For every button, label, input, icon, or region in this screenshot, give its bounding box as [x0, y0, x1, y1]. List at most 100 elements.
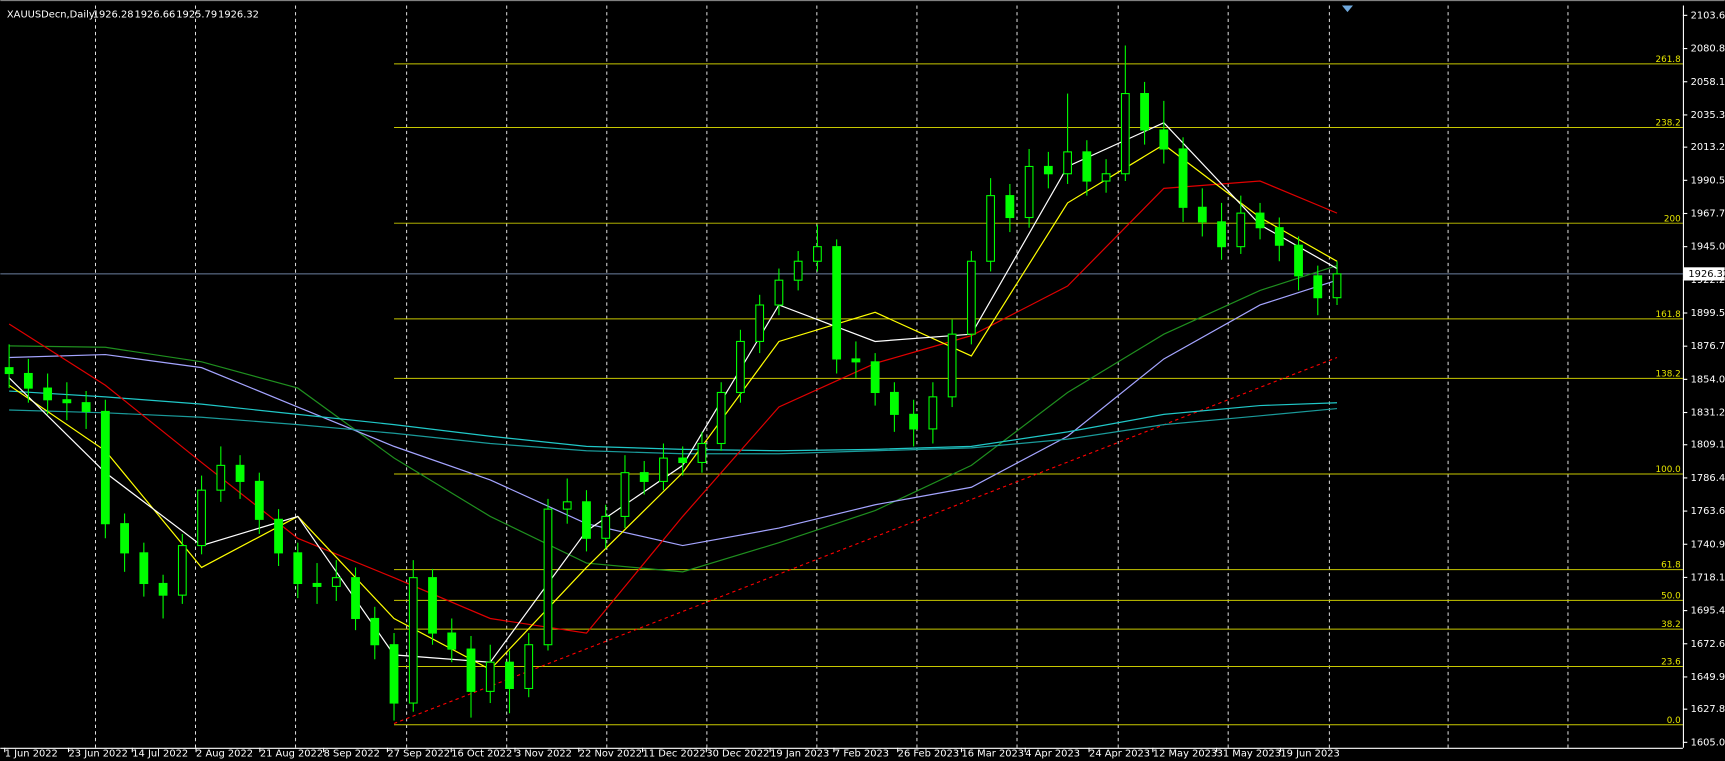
x-tick-label: 31 May 2023: [1217, 748, 1281, 759]
symbol-label: XAUUSDecn,Daily: [7, 9, 95, 20]
y-tick-label: 1945.00: [1691, 242, 1725, 253]
candle-body: [447, 632, 457, 650]
candle-body: [1082, 151, 1092, 182]
y-tick-label: 1605.05: [1691, 737, 1725, 748]
x-tick-label: 23 Jun 2022: [69, 748, 128, 759]
candle-body: [370, 617, 380, 646]
x-tick-label: 3 Nov 2022: [515, 748, 572, 759]
candle-body: [139, 552, 149, 585]
header-value: 1926.66: [134, 9, 175, 20]
shift-marker: [1341, 5, 1353, 13]
candle-body: [1332, 273, 1342, 299]
candle-body: [832, 246, 842, 360]
candle-body: [1197, 206, 1207, 223]
candle-body: [1217, 221, 1226, 248]
x-tick-label: 8 Sep 2022: [324, 748, 380, 759]
y-tick-label: 1809.15: [1691, 440, 1725, 451]
candle-body: [793, 260, 803, 281]
current-price-label: 1926.32: [1688, 269, 1725, 280]
fibo-label: 238.2: [1656, 119, 1681, 129]
candle-body: [254, 480, 264, 520]
candle-body: [1159, 129, 1169, 150]
x-tick-label: 14 Jul 2022: [132, 748, 188, 759]
candle-body: [813, 246, 822, 262]
candle-body: [1043, 165, 1053, 175]
candle-body: [986, 195, 996, 262]
candle-body: [23, 372, 33, 389]
candle-body: [889, 391, 899, 415]
x-tick-label: 12 May 2023: [1153, 748, 1217, 759]
x-tick-label: 26 Feb 2023: [898, 748, 959, 759]
candle-body: [1024, 165, 1034, 219]
y-tick-label: 1854.00: [1691, 374, 1725, 385]
candle-body: [235, 464, 245, 482]
header-value: 1926.32: [218, 9, 259, 20]
fibo-label: 0.0: [1667, 716, 1681, 726]
y-tick-label: 1740.90: [1691, 539, 1725, 550]
candle-body: [870, 361, 880, 394]
candle-body: [909, 413, 919, 430]
candle-body: [389, 644, 399, 704]
candle-body: [1120, 93, 1130, 175]
y-tick-label: 1672.65: [1691, 639, 1725, 650]
candle-body: [1294, 244, 1303, 277]
candle-body: [1313, 275, 1323, 299]
moving-average: [8, 180, 1338, 634]
fibo-label: 38.2: [1661, 620, 1681, 630]
candle-body: [1255, 212, 1265, 229]
y-tick-label: 1899.50: [1691, 308, 1725, 319]
x-tick-label: 19 Jan 2023: [770, 748, 829, 759]
candle-body: [216, 464, 226, 491]
x-tick-label: 7 Feb 2023: [834, 748, 889, 759]
candle-body: [851, 358, 861, 363]
y-tick-label: 1649.90: [1691, 672, 1725, 683]
x-tick-label: 19 Jun 2023: [1280, 748, 1339, 759]
x-tick-label: 21 Aug 2022: [260, 748, 323, 759]
y-tick-label: 2103.65: [1691, 10, 1725, 21]
candle-body: [428, 577, 437, 634]
candle-body: [736, 340, 745, 394]
candle-body: [43, 387, 53, 401]
candle-body: [4, 367, 14, 375]
candle-body: [639, 472, 649, 482]
candle-body: [331, 577, 341, 587]
y-tick-label: 1876.75: [1691, 341, 1725, 352]
current-price-box: [1683, 267, 1725, 281]
header-value: 1925.79: [176, 9, 217, 20]
candle-body: [120, 523, 129, 554]
fibo-label: 261.8: [1656, 55, 1681, 65]
header-value: 1926.28: [93, 9, 134, 20]
candle-body: [177, 545, 187, 596]
candle-body: [62, 399, 72, 404]
candle-body: [1063, 151, 1072, 175]
candle-body: [620, 472, 630, 517]
moving-average: [9, 265, 1338, 573]
y-tick-label: 1831.25: [1691, 408, 1725, 419]
x-tick-label: 24 Apr 2023: [1089, 748, 1150, 759]
candle-body: [505, 661, 514, 690]
fibo-label: 200: [1664, 214, 1681, 224]
x-tick-label: 4 Apr 2023: [1025, 748, 1080, 759]
candle-body: [774, 279, 784, 306]
x-tick-label: 30 Dec 2022: [706, 748, 769, 759]
candle-body: [755, 304, 765, 342]
candle-body: [524, 644, 534, 690]
y-tick-label: 1786.40: [1691, 473, 1725, 484]
candle-body: [100, 410, 110, 525]
y-tick-label: 2058.10: [1691, 77, 1725, 88]
candle-body: [678, 457, 688, 464]
candle-body: [928, 396, 938, 430]
fibo-label: 161.8: [1656, 310, 1681, 320]
x-tick-label: 22 Nov 2022: [579, 748, 642, 759]
plot-layer: [4, 45, 1342, 725]
x-tick-label: 11 Dec 2022: [643, 748, 706, 759]
candle-body: [659, 457, 668, 482]
y-tick-label: 1718.15: [1691, 572, 1725, 583]
moving-average: [9, 279, 1338, 547]
candle-body: [408, 577, 418, 704]
candle-body: [485, 661, 495, 692]
candle-body: [81, 402, 91, 412]
